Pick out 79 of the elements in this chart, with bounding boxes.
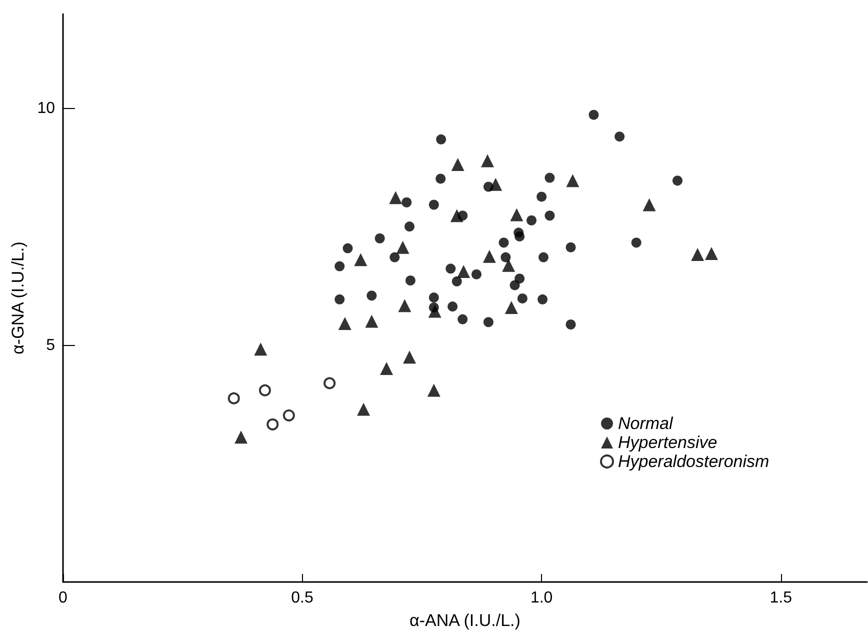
point [427,384,440,397]
point [405,275,416,286]
point [402,197,412,208]
point [448,302,458,312]
point [324,377,336,390]
point [458,314,468,324]
point [428,200,439,210]
point [526,215,537,226]
point [282,409,295,422]
point [510,280,520,290]
point [538,294,548,304]
point [691,248,704,261]
point [672,176,682,186]
point [566,242,576,252]
point [631,238,642,248]
x-tick-label: 1.5 [770,590,792,606]
point [614,132,625,142]
point [334,261,345,272]
legend-label: Hypertensive [618,433,718,452]
point [504,300,518,314]
point [452,276,462,286]
point [588,110,599,120]
legend-label: Normal [618,414,674,433]
point [428,292,439,303]
point [234,430,248,444]
point [514,231,525,242]
point [450,209,464,222]
x-tick-label: 0 [58,590,68,606]
point [500,252,511,262]
y-axis-title: α-GNA (I.U./L.) [8,242,28,354]
point [502,258,516,272]
point [374,233,385,244]
point [489,178,502,191]
point [483,317,494,328]
point [436,134,446,144]
y-tick-label: 10 [37,100,56,118]
point [366,290,377,301]
point [510,208,524,222]
point [517,293,528,304]
point [428,304,442,318]
point [258,384,271,396]
x-tick-label: 0.5 [291,590,314,606]
point [402,350,416,364]
x-axis-title: α-ANA (I.U./L.) [410,611,520,630]
point [342,243,353,254]
point [471,269,482,280]
point [566,320,576,330]
point [480,154,494,168]
y-tick-label: 5 [46,336,56,354]
point [389,191,402,204]
point [390,252,400,262]
point [446,264,456,274]
point [266,418,279,430]
point [398,299,412,312]
point [404,222,414,232]
point [538,252,548,262]
point [254,342,268,356]
point [380,362,394,376]
point [338,317,352,330]
point [451,158,464,172]
point [704,247,718,260]
x-tick-label: 1.0 [530,590,553,606]
point [354,253,368,266]
point [566,174,580,188]
legend-label: Hyperaldosteronism [618,452,770,471]
point [482,250,496,263]
point [436,174,446,184]
point [396,240,410,254]
point [544,210,555,221]
point [514,274,525,284]
point [365,314,378,328]
point [457,264,470,278]
point [536,192,547,202]
point [642,198,656,212]
point [498,238,509,248]
point [544,172,555,183]
point [228,392,240,404]
point [334,294,345,304]
point [357,402,370,416]
